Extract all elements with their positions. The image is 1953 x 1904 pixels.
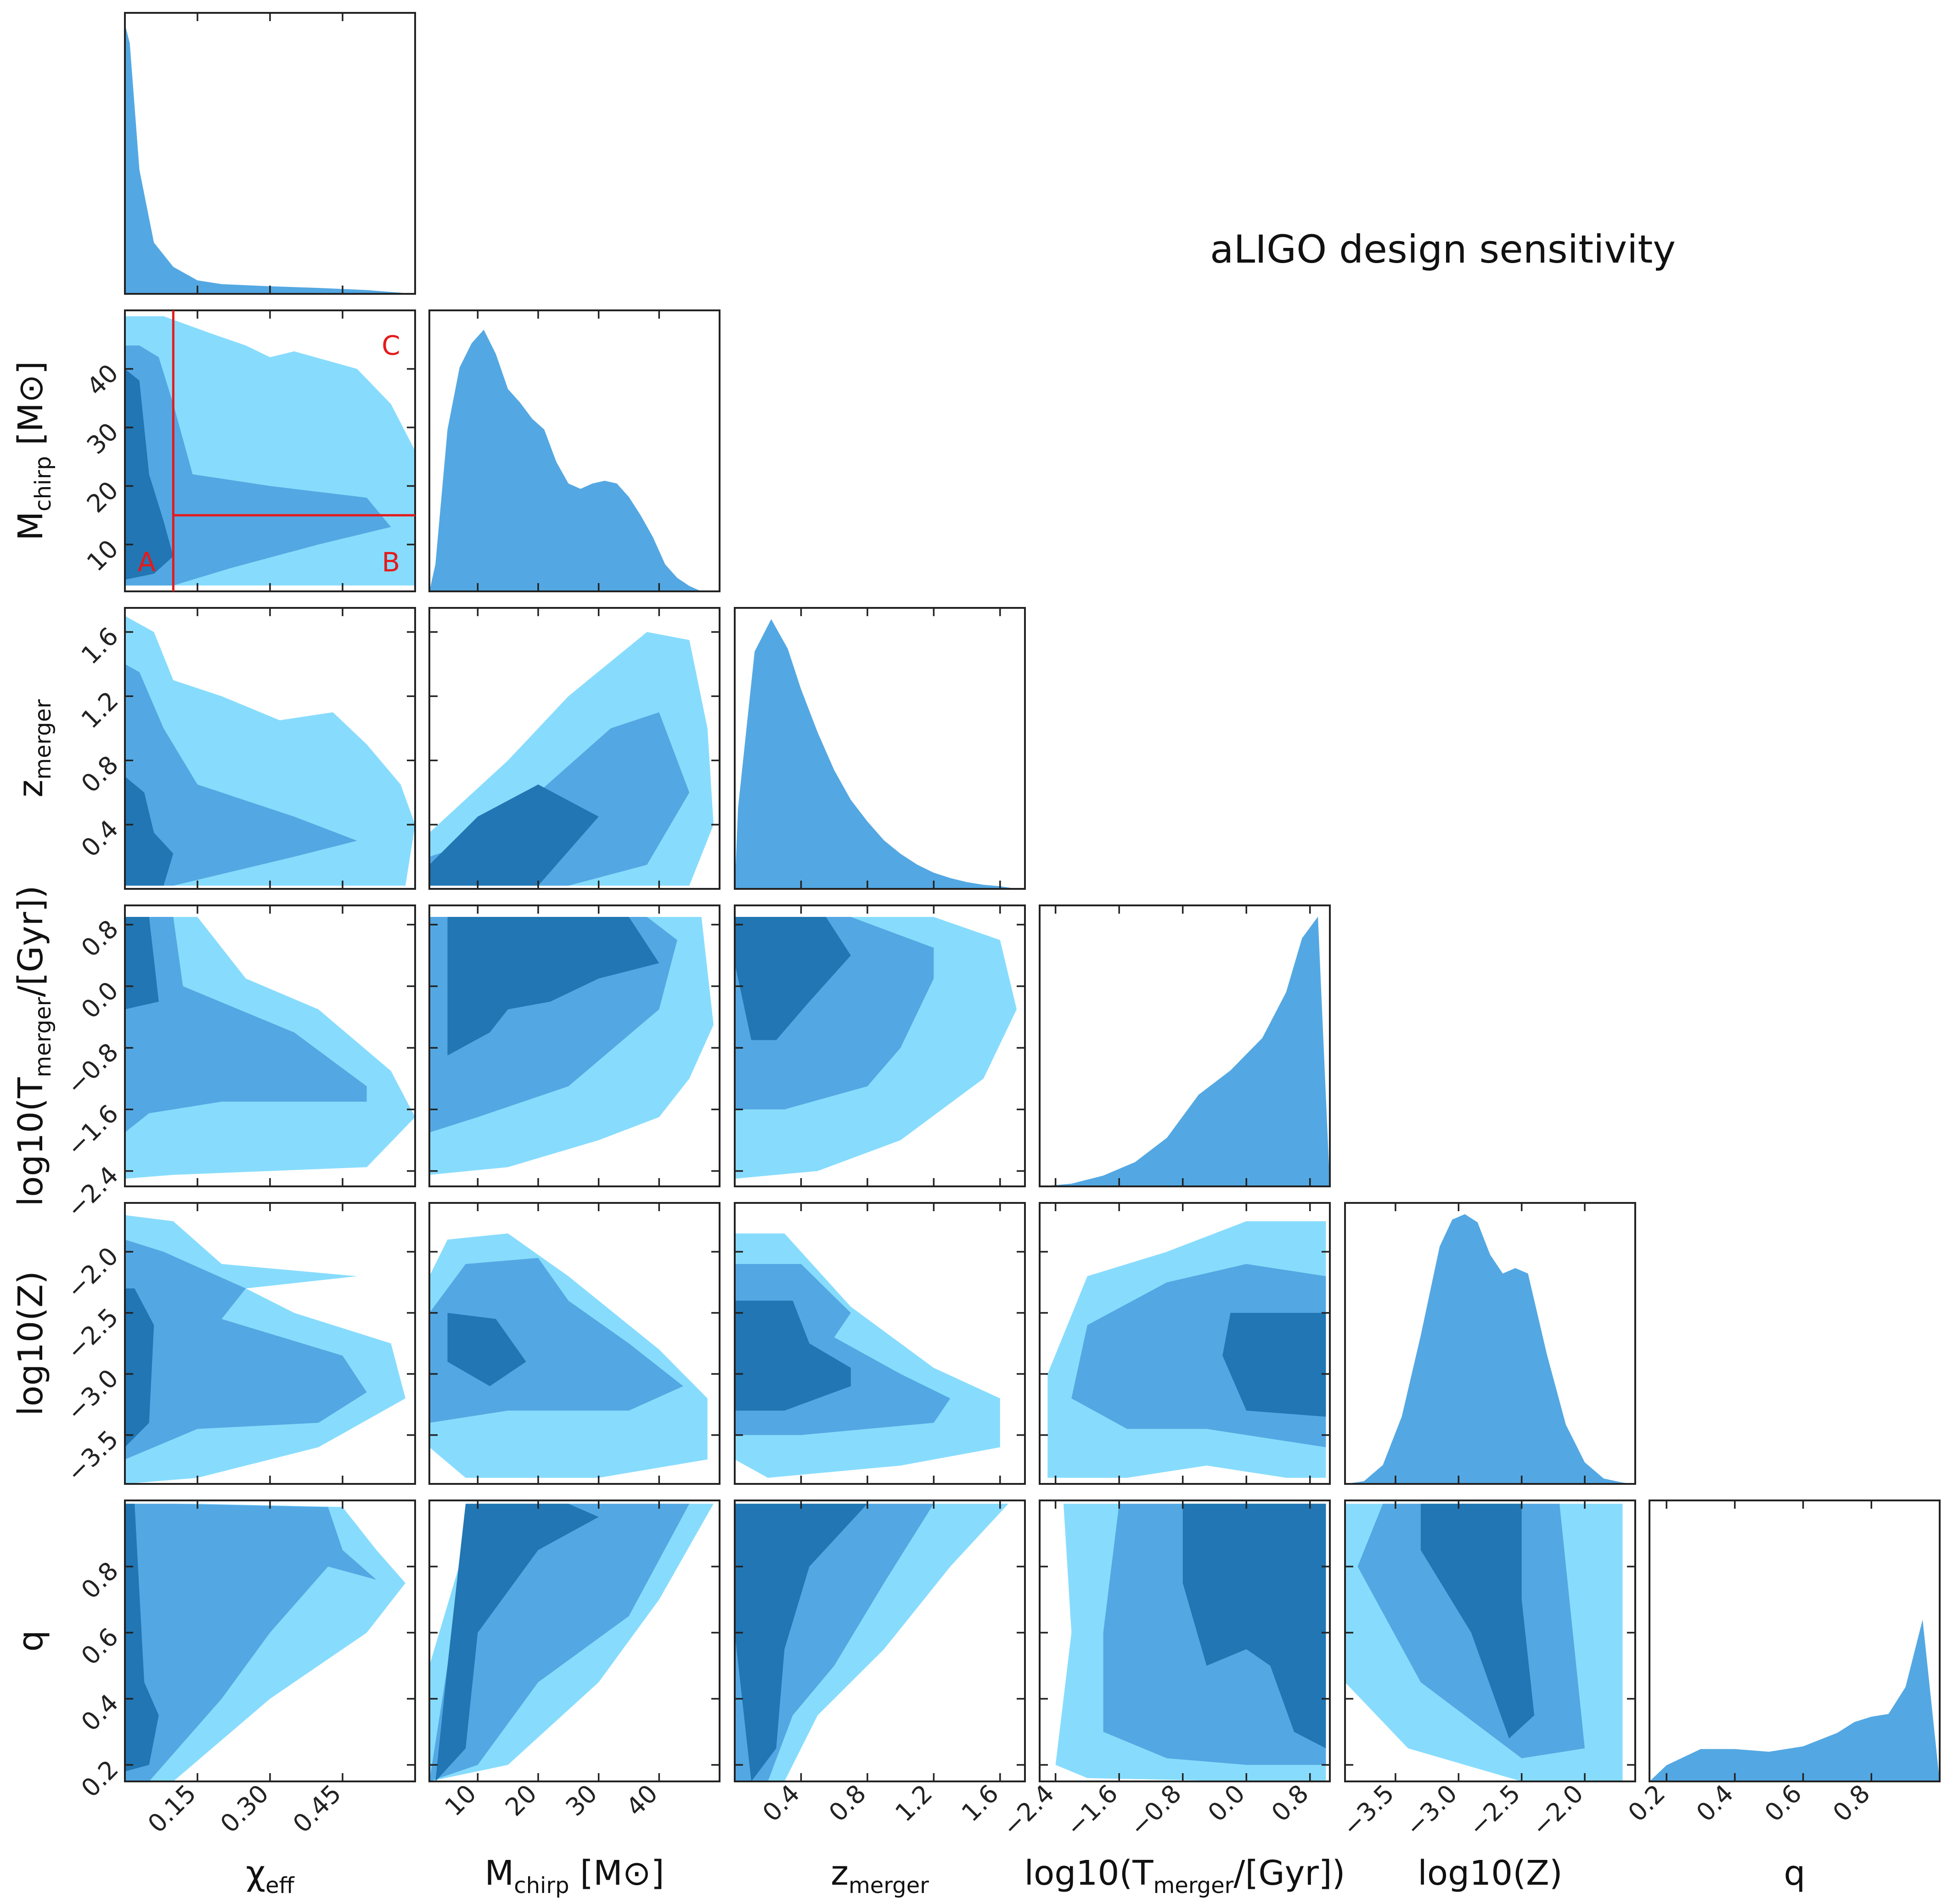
panel-frame bbox=[428, 309, 720, 592]
panel-frame bbox=[1039, 904, 1331, 1187]
inner-contour bbox=[447, 917, 659, 1056]
inner-contour bbox=[735, 917, 851, 1040]
panel-frame bbox=[428, 607, 720, 890]
panel-ticks-chi-chi bbox=[197, 13, 343, 294]
y-axis-title-z: zmerger bbox=[11, 699, 56, 798]
histogram-area bbox=[735, 619, 1017, 889]
contour-panel-chi-mchirp bbox=[125, 316, 415, 586]
panel-frame bbox=[734, 607, 1026, 890]
inner-contour bbox=[1182, 1504, 1326, 1748]
panel-ticks-z-logZ bbox=[735, 1203, 1025, 1484]
inner-contour bbox=[1222, 1313, 1326, 1417]
corner-panels: 0.2 0.4 0.6 0.8102030400.40.81.21.6−2.4−1.6… bbox=[11, 12, 1941, 1898]
inner-contour bbox=[735, 1300, 851, 1411]
annotation-label: A bbox=[138, 546, 156, 578]
middle-contour bbox=[125, 1504, 377, 1781]
panel-ticks-logZ-logZ bbox=[1395, 1203, 1586, 1484]
x-axis-title-chi: χeff bbox=[246, 1853, 294, 1898]
panel-ticks-mchirp-mchirp bbox=[477, 310, 660, 591]
panel-frame bbox=[734, 1202, 1026, 1485]
contour-panel-chi-logZ bbox=[125, 1215, 405, 1484]
middle-contour bbox=[125, 917, 367, 1133]
contour-panel-logT-logZ bbox=[1047, 1221, 1326, 1478]
inner-contour bbox=[125, 1288, 154, 1448]
annotation-label: B bbox=[382, 546, 400, 578]
panel-frame bbox=[428, 1500, 720, 1782]
panel-ticks-z-z bbox=[800, 608, 1001, 889]
panel-frame bbox=[734, 904, 1026, 1187]
panel-frame bbox=[1344, 1500, 1636, 1782]
contour-panel-mchirp-logT bbox=[429, 917, 714, 1175]
x-axis-title-z: zmerger bbox=[831, 1853, 929, 1898]
x-axis-title-logT: log10(Tmerger/[Gyr]) bbox=[1024, 1853, 1345, 1898]
contour-panel-mchirp-logZ bbox=[429, 1233, 708, 1478]
panel-ticks-mchirp-logZ bbox=[429, 1203, 720, 1484]
middle-contour bbox=[125, 664, 357, 886]
panel-ticks-logT-logT bbox=[1054, 905, 1311, 1186]
inner-contour bbox=[435, 1504, 599, 1781]
y-axis-title-mchirp: Mchirp [M⊙] bbox=[11, 361, 56, 540]
panel-frame bbox=[428, 1202, 720, 1485]
contour-panel-chi-logT bbox=[125, 917, 415, 1179]
inner-contour bbox=[125, 776, 174, 886]
contour-panel-logT-q bbox=[1055, 1504, 1326, 1781]
contour-panel-mchirp-q bbox=[429, 1504, 714, 1781]
panel-frame bbox=[1039, 1500, 1331, 1782]
inner-contour bbox=[125, 369, 174, 580]
panel-frame bbox=[1649, 1500, 1941, 1782]
panel-ticks-mchirp-logT bbox=[429, 905, 720, 1186]
inner-contour bbox=[125, 1504, 159, 1772]
panel-ticks-z-logT bbox=[735, 905, 1025, 1186]
contour-panel-z-q bbox=[735, 1504, 1008, 1781]
panel-ticks-z-q: 0.4 0.8 1.2 1.6 bbox=[735, 1500, 1025, 1827]
y-axis-title-logT: log10(Tmerger/[Gyr]) bbox=[11, 885, 56, 1206]
chart-title: aLIGO design sensitivity bbox=[1210, 227, 1676, 272]
y-axis-title-q: q bbox=[11, 1630, 51, 1652]
middle-contour bbox=[125, 1239, 367, 1460]
x-axis-title-logZ: log10(Z) bbox=[1418, 1853, 1562, 1893]
contour-panel-mchirp-z bbox=[429, 632, 714, 886]
inner-contour bbox=[735, 1504, 867, 1781]
histogram-q bbox=[1649, 1619, 1940, 1781]
inner-contour bbox=[125, 917, 159, 1010]
panel-ticks-mchirp-z bbox=[429, 608, 720, 889]
histogram-z bbox=[735, 619, 1017, 889]
inner-contour bbox=[1420, 1504, 1535, 1739]
contour-panel-logZ-q bbox=[1345, 1504, 1623, 1781]
x-axis-title-q: q bbox=[1784, 1853, 1806, 1893]
histogram-area bbox=[429, 330, 714, 591]
panel-frame bbox=[1039, 1202, 1331, 1485]
histogram-area bbox=[1040, 916, 1330, 1186]
y-axis-title-logZ: log10(Z) bbox=[11, 1271, 51, 1415]
panel-frame bbox=[734, 1500, 1026, 1782]
panel-frame bbox=[1344, 1202, 1636, 1485]
histogram-logZ bbox=[1345, 1214, 1635, 1484]
contour-panel-z-logT bbox=[735, 917, 1017, 1179]
histogram-mchirp bbox=[429, 330, 714, 591]
histogram-area bbox=[1345, 1214, 1635, 1484]
histogram-area bbox=[125, 24, 415, 294]
x-axis-title-mchirp: Mchirp [M⊙] bbox=[484, 1853, 664, 1898]
contour-panel-z-logZ bbox=[735, 1233, 1000, 1478]
histogram-logT bbox=[1040, 916, 1330, 1186]
panel-ticks-logT-logZ bbox=[1040, 1203, 1330, 1484]
annotation-label: C bbox=[382, 330, 400, 361]
histogram-area bbox=[1649, 1619, 1940, 1781]
histogram-chi bbox=[125, 24, 415, 294]
inner-contour bbox=[429, 784, 599, 886]
panel-frame bbox=[428, 904, 720, 1187]
inner-contour bbox=[447, 1313, 526, 1387]
contour-panel-chi-z bbox=[125, 616, 415, 886]
middle-contour bbox=[125, 345, 391, 586]
contour-panel-chi-q bbox=[125, 1504, 405, 1781]
